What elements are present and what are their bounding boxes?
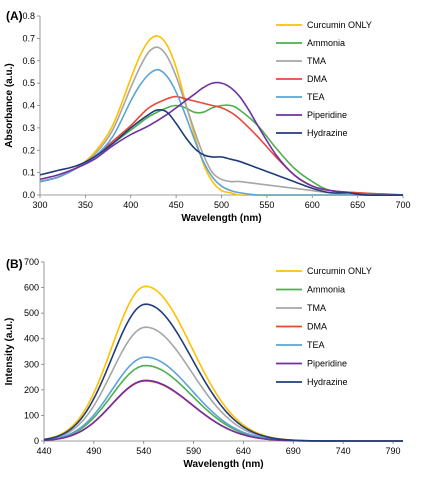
series-line-dma	[39, 95, 404, 196]
legend-item: DMA	[276, 322, 327, 332]
legend-label: DMA	[307, 322, 327, 332]
y-tick-label: 0.0	[22, 190, 35, 200]
x-axis-title-a: Wavelength (nm)	[181, 213, 261, 224]
x-tick-label: 600	[305, 200, 320, 210]
x-tick-label: 640	[236, 446, 251, 456]
legend-label: TEA	[307, 340, 325, 350]
series-line-curcumin-only	[39, 35, 403, 196]
x-tick-label: 690	[286, 446, 301, 456]
legend-a: Curcumin ONLY Ammonia TMA DMA TEA Piperidine H…	[276, 20, 372, 138]
series-line-piperidine	[39, 81, 404, 196]
x-tick-label: 700	[395, 200, 410, 210]
x-tick-label: 540	[136, 446, 151, 456]
axes-b: 440 490 540 590 640 690 740 790 0 100 200 300 400 500…	[24, 257, 403, 456]
legend-item: Curcumin ONLY	[276, 20, 372, 30]
legend-item: TEA	[276, 92, 325, 102]
legend-item: Piperidine	[276, 110, 347, 120]
y-axis-title-b: Intensity (a.u.)	[4, 318, 15, 386]
series-line-hydrazine	[39, 109, 404, 196]
legend-item: Curcumin ONLY	[276, 266, 372, 276]
legend-label: TEA	[307, 92, 325, 102]
x-tick-label: 400	[123, 200, 138, 210]
y-tick-label: 0.2	[22, 145, 35, 155]
chart-panel-a: (A) Wavelength (nm) Absorbance (a.u.) 30…	[4, 9, 411, 224]
x-tick-label: 590	[186, 446, 201, 456]
y-tick-label: 0.7	[22, 33, 35, 43]
series-group-b	[43, 285, 403, 442]
legend-b: Curcumin ONLY Ammonia TMA DMA TEA Piperidine H…	[276, 266, 372, 387]
x-tick-label: 440	[36, 446, 51, 456]
y-tick-label: 0.5	[22, 78, 35, 88]
chart-panel-b: (B) Wavelength (nm) Intensity (a.u.) 440…	[4, 257, 403, 470]
series-line-ammonia	[39, 104, 404, 196]
axes-a: 300 350 400 450 500 550 600 650 700 0.0 0.1 0.2 0.3 0…	[22, 11, 410, 210]
y-tick-label: 700	[24, 257, 39, 267]
series-line-hydrazine	[43, 303, 403, 442]
y-tick-label: 500	[24, 308, 39, 318]
legend-item: Ammonia	[276, 38, 345, 48]
legend-label: Curcumin ONLY	[307, 266, 372, 276]
x-tick-label: 350	[78, 200, 93, 210]
legend-label: Hydrazine	[307, 128, 348, 138]
legend-label: Hydrazine	[307, 377, 348, 387]
y-axis-title-a: Absorbance (a.u.)	[4, 63, 15, 147]
y-tick-label: 0.1	[22, 168, 35, 178]
y-tick-label: 0	[34, 436, 39, 446]
legend-label: Piperidine	[307, 110, 347, 120]
legend-item: TEA	[276, 340, 325, 350]
y-tick-label: 0.8	[22, 11, 35, 21]
series-line-tma	[39, 46, 404, 196]
legend-item: Hydrazine	[276, 377, 348, 387]
legend-label: TMA	[307, 303, 326, 313]
legend-label: Ammonia	[307, 285, 345, 295]
y-tick-label: 100	[24, 410, 39, 420]
legend-item: DMA	[276, 74, 327, 84]
panel-label-a: (A)	[6, 9, 23, 23]
y-tick-label: 200	[24, 385, 39, 395]
series-line-tea	[39, 68, 403, 196]
y-tick-label: 300	[24, 359, 39, 369]
panel-label-b: (B)	[6, 257, 23, 271]
series-group-a	[39, 35, 404, 196]
x-tick-label: 790	[386, 446, 401, 456]
legend-item: TMA	[276, 56, 326, 66]
x-tick-label: 650	[350, 200, 365, 210]
y-tick-label: 600	[24, 283, 39, 293]
x-tick-label: 550	[259, 200, 274, 210]
legend-item: Ammonia	[276, 285, 345, 295]
x-tick-label: 450	[169, 200, 184, 210]
legend-label: Piperidine	[307, 359, 347, 369]
legend-label: Ammonia	[307, 38, 345, 48]
legend-label: TMA	[307, 56, 326, 66]
y-tick-label: 0.4	[22, 101, 35, 111]
x-tick-label: 740	[336, 446, 351, 456]
y-tick-label: 0.6	[22, 56, 35, 66]
x-axis-title-b: Wavelength (nm)	[183, 459, 263, 470]
y-tick-label: 400	[24, 334, 39, 344]
legend-label: DMA	[307, 74, 327, 84]
legend-item: TMA	[276, 303, 326, 313]
legend-item: Hydrazine	[276, 128, 348, 138]
x-tick-label: 500	[214, 200, 229, 210]
x-tick-label: 490	[86, 446, 101, 456]
legend-label: Curcumin ONLY	[307, 20, 372, 30]
y-tick-label: 0.3	[22, 123, 35, 133]
legend-item: Piperidine	[276, 359, 347, 369]
x-tick-label: 300	[32, 200, 47, 210]
